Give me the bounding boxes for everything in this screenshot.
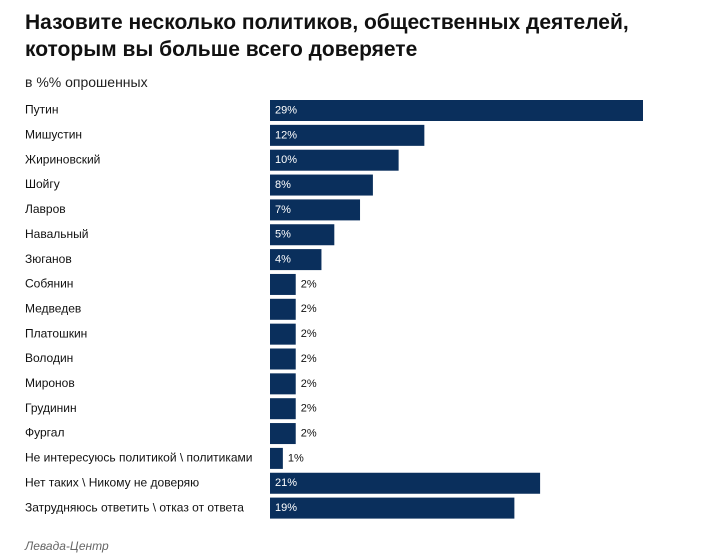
data-label: 19% — [275, 502, 297, 514]
data-label: 2% — [301, 303, 317, 315]
category-label: Зюганов — [25, 252, 72, 266]
data-label: 2% — [301, 378, 317, 390]
category-label: Шойгу — [25, 177, 60, 191]
bar — [270, 323, 296, 345]
category-label: Мишустин — [25, 128, 82, 142]
category-label: Путин — [25, 103, 58, 117]
category-label: Медведев — [25, 301, 81, 315]
category-label: Навальный — [25, 227, 88, 241]
data-label: 1% — [288, 452, 304, 464]
category-label: Не интересуюсь политикой \ политиками — [25, 451, 253, 465]
bar — [270, 249, 322, 271]
bar — [270, 100, 643, 121]
data-label: 2% — [301, 353, 317, 365]
bar — [270, 472, 541, 494]
data-label: 5% — [275, 229, 291, 241]
chart-title: Назовите несколько политиков, общественн… — [25, 11, 629, 61]
bar — [270, 423, 296, 445]
data-label: 4% — [275, 254, 291, 266]
bar-chart: Путин 29% Мишустин 12% Жириновский 10% Шойгу 8%… — [25, 100, 643, 519]
bar — [270, 224, 335, 246]
category-label: Собянин — [25, 277, 73, 291]
category-label: Жириновский — [25, 152, 100, 166]
bar — [270, 398, 296, 420]
category-label: Володин — [25, 351, 73, 365]
bar — [270, 348, 296, 370]
data-label: 2% — [301, 427, 317, 439]
chart-subtitle: в %% опрошенных — [25, 74, 148, 90]
bar — [270, 447, 283, 469]
bar — [270, 298, 296, 320]
bar — [270, 497, 515, 519]
data-label: 10% — [275, 154, 297, 166]
data-label: 8% — [275, 179, 291, 191]
bar — [270, 373, 296, 395]
data-label: 2% — [301, 278, 317, 290]
data-label: 21% — [275, 477, 297, 489]
category-label: Нет таких \ Никому не доверяю — [25, 475, 199, 489]
bar — [270, 273, 296, 295]
category-label: Лавров — [25, 202, 66, 216]
source-label: Левада-Центр — [25, 539, 109, 553]
bar — [270, 174, 373, 196]
bar — [270, 199, 361, 221]
category-label: Грудинин — [25, 401, 77, 415]
data-label: 2% — [301, 403, 317, 415]
bar — [270, 124, 425, 146]
data-label: 12% — [275, 129, 297, 141]
data-label: 7% — [275, 204, 291, 216]
data-label: 29% — [275, 104, 297, 116]
category-label: Фургал — [25, 426, 64, 440]
category-label: Затрудняюсь ответить \ отказ от ответа — [25, 500, 244, 514]
category-label: Платошкин — [25, 326, 87, 340]
data-label: 2% — [301, 328, 317, 340]
category-label: Миронов — [25, 376, 75, 390]
bar — [270, 149, 399, 171]
